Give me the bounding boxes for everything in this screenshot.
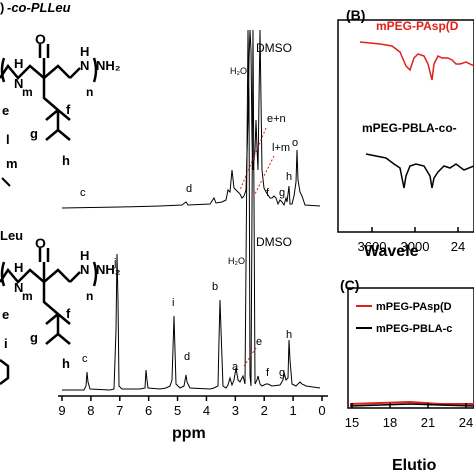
top-peak-g: g [279, 187, 285, 199]
panel-b-ticks: 3600 3000 24 [358, 227, 465, 254]
nmr-panel: H₂O DMSO e+n l+m c d f g h o H₂O DMSO b … [58, 29, 328, 442]
panel-b-legend-bottom: mPEG-PBLA-co- [362, 121, 457, 135]
bottom-e-label: e [2, 307, 9, 322]
svg-text:N: N [80, 58, 89, 73]
nmr-x-axis-label: ppm [172, 425, 206, 442]
nmr-x-tick-label: 3 [232, 403, 239, 418]
bottom-peak-i: i [172, 297, 174, 309]
bottom-n-label: n [86, 289, 93, 303]
top-peak-f: f [266, 187, 270, 199]
panel-c-xlabel: Elutio [392, 457, 437, 474]
ftir-curve-bottom [365, 153, 474, 189]
top-g-label: g [30, 126, 38, 141]
top-m-label: m [22, 85, 33, 99]
panel-c-tag: (C) [340, 277, 359, 293]
bottom-peak-j: j [113, 257, 116, 269]
svg-text:N: N [80, 262, 89, 277]
nmr-x-tick-label: 5 [174, 403, 181, 418]
nmr-spectrum-top [61, 29, 321, 209]
ftir-curve-top [359, 41, 474, 81]
panel-c: (C) mPEG-PAsp(D mPEG-PBLA-c 15 18 21 24 Elu… [340, 277, 474, 474]
top-title-prefix: ) [0, 0, 4, 15]
top-n-label: n [86, 85, 93, 99]
bottom-peak-b: b [212, 281, 218, 293]
top-nh2: NH₂ [96, 58, 121, 73]
panel-b-legend-top: mPEG-PAsp(D [376, 19, 459, 33]
svg-text:H: H [14, 260, 23, 275]
top-dmso-label: DMSO [256, 41, 292, 55]
bottom-h-label: h [62, 356, 70, 371]
svg-text:O: O [35, 235, 46, 251]
svg-text:N: N [14, 280, 23, 295]
panel-b-tag: (B) [346, 7, 365, 23]
top-peak-lm: l+m [272, 142, 290, 154]
bottom-f-label: f [66, 306, 71, 321]
top-peak-en: e+n [267, 113, 286, 125]
top-structure-title: -co-PLLeu [7, 0, 71, 15]
structure-bottom: Leu O N H N H NH₂ m n e f g h i [0, 228, 121, 385]
svg-text:N: N [14, 76, 23, 91]
panel-c-ticks: 15 18 21 24 [345, 403, 473, 430]
bottom-peak-h: h [286, 329, 292, 341]
panel-c-legend-top: mPEG-PAsp(D [376, 301, 452, 313]
nmr-x-tick-label: 0 [318, 403, 325, 418]
nmr-x-tick-label: 1 [289, 403, 296, 418]
nmr-x-tick-label: 2 [261, 403, 268, 418]
bottom-structure-title: Leu [0, 228, 23, 243]
svg-text:H: H [80, 248, 89, 263]
bottom-water-label: H₂O [228, 256, 245, 266]
bottom-peak-e: e [256, 336, 262, 348]
nmr-x-tick-label: 9 [58, 403, 65, 418]
panel-b-xlabel: Wavele [364, 243, 419, 260]
bottom-peak-g: g [279, 367, 285, 379]
svg-text:O: O [35, 31, 46, 47]
panel-b-tick-label: 3600 [358, 239, 387, 254]
top-peak-o: o [292, 137, 298, 149]
panel-c-tick-label: 15 [345, 415, 359, 430]
svg-text:H: H [14, 56, 23, 71]
bottom-peak-f: f [266, 367, 270, 379]
top-peak-d: d [186, 183, 192, 195]
top-e-label: e [2, 103, 9, 118]
bottom-g-label: g [30, 330, 38, 345]
bottom-m-label: m [22, 289, 33, 303]
top-m2-label: m [6, 156, 18, 171]
bottom-i-label: i [4, 336, 8, 351]
top-h-label: h [62, 153, 70, 168]
panel-c-legend-bottom: mPEG-PBLA-c [376, 323, 452, 335]
nmr-x-tick-label: 4 [203, 403, 210, 418]
nmr-x-ticks: 9 8 7 6 5 4 3 2 1 0 [58, 396, 326, 418]
panel-c-tick-label: 24 [459, 415, 473, 430]
gpc-curve-bottom [349, 403, 474, 407]
top-peak-h: h [286, 171, 292, 183]
panel-c-tick-label: 21 [421, 415, 435, 430]
panel-b: (B) mPEG-PAsp(D mPEG-PBLA-co- 3600 3000 24… [337, 7, 474, 260]
nmr-spectrum-bottom [62, 29, 321, 391]
gpc-curve-top [349, 400, 474, 405]
panel-b-tick-label: 3000 [401, 239, 430, 254]
top-l-label: l [6, 132, 10, 147]
nmr-x-tick-label: 8 [87, 403, 94, 418]
bottom-dmso-label: DMSO [256, 235, 292, 249]
svg-text:H: H [80, 44, 89, 59]
nmr-x-tick-label: 7 [116, 403, 123, 418]
top-water-label: H₂O [230, 66, 247, 76]
panel-b-tick-label: 24 [451, 239, 465, 254]
bottom-peak-a: a [232, 361, 239, 373]
panel-c-tick-label: 18 [383, 415, 397, 430]
bottom-nh2: NH₂ [96, 262, 121, 277]
top-peak-c: c [80, 187, 86, 199]
bottom-peak-c: c [82, 353, 88, 365]
bottom-peak-d: d [184, 351, 190, 363]
structure-top: ) -co-PLLeu O N H N H NH₂ m n e f g h l … [0, 0, 121, 187]
top-f-label: f [66, 102, 71, 117]
nmr-x-tick-label: 6 [145, 403, 152, 418]
